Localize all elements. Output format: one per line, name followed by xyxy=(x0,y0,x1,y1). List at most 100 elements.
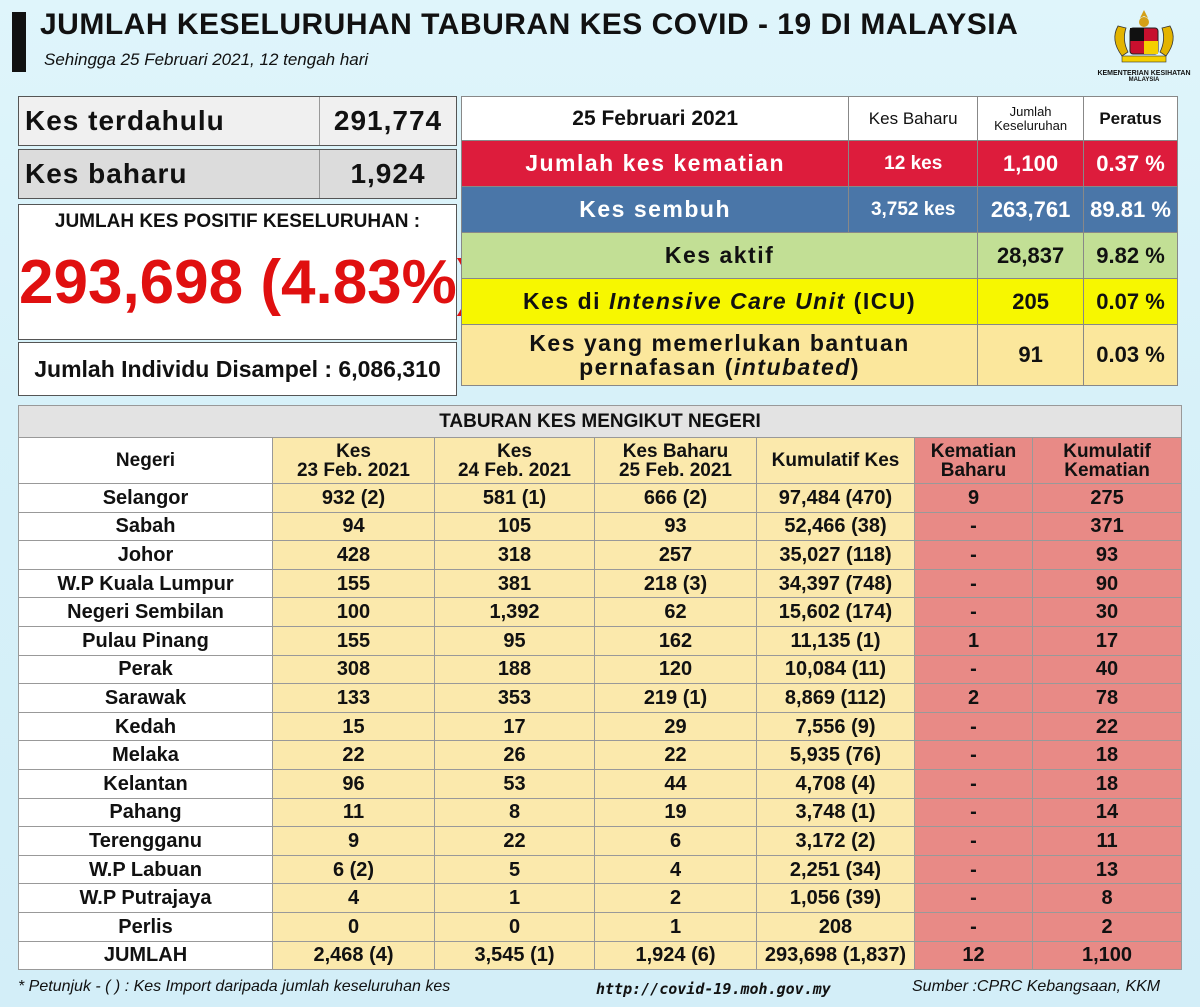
table-row: Sabah 94 105 93 52,466 (38) -371 xyxy=(18,511,1183,542)
state-name-cell: Sabah xyxy=(18,511,273,542)
sampled-individuals-box: Jumlah Individu Disampel : 6,086,310 xyxy=(18,342,457,396)
state-name-cell: W.P Putrajaya xyxy=(18,883,273,913)
table-title: TABURAN KES MENGIKUT NEGERI xyxy=(17,405,1183,438)
header-new-cases-25-feb-line1: Kes Baharu xyxy=(622,440,729,462)
cases-23-feb-cell: 100 xyxy=(272,597,435,627)
cases-24-feb-cell: 8 xyxy=(434,797,595,828)
cumulative-deaths-cell: 13 xyxy=(1031,854,1183,885)
summary-col-total-line1: Jumlah xyxy=(1009,103,1052,119)
new-cases-25-feb-cell: 219 (1) xyxy=(594,683,757,713)
intubated-total: 91 xyxy=(977,324,1085,386)
intubated-label-part4: ) xyxy=(850,354,861,380)
cases-23-feb-cell: 22 xyxy=(272,740,435,770)
cumulative-cases-cell: 34,397 (748) xyxy=(756,568,915,599)
cumulative-cases-cell: 2,251 (34) xyxy=(756,854,915,885)
cumulative-cases-cell: 4,708 (4) xyxy=(756,768,915,799)
icu-total: 205 xyxy=(977,278,1085,325)
source-website-link[interactable]: http://covid-19.moh.gov.my xyxy=(596,980,831,998)
cases-24-feb-cell: 1 xyxy=(434,883,595,913)
header-new-cases-25-feb-line2: 25 Feb. 2021 xyxy=(618,459,733,481)
cases-24-feb-cell: 26 xyxy=(434,740,595,770)
previous-cases-box: Kes terdahulu 291,774 xyxy=(18,96,457,146)
table-row: Negeri Sembilan 100 1,392 62 15,602 (174) -30 xyxy=(18,597,1183,627)
cumulative-cases-cell: 1,056 (39) xyxy=(756,883,915,913)
cumulative-cases-cell: 208 xyxy=(756,911,915,942)
cumulative-deaths-cell: 78 xyxy=(1031,683,1183,713)
cumulative-cases-cell: 11,135 (1) xyxy=(756,625,915,656)
table-row: Pahang 11 8 19 3,748 (1) -14 xyxy=(18,797,1183,828)
deaths-new: 12 kes xyxy=(848,140,979,187)
cases-24-feb-cell: 0 xyxy=(434,911,595,942)
cumulative-deaths-cell: 18 xyxy=(1031,768,1183,799)
intubated-label-italic: intubated xyxy=(733,354,851,380)
cases-23-feb-cell: 9 xyxy=(272,826,435,856)
cases-24-feb-cell: 53 xyxy=(434,768,595,799)
cumulative-deaths-cell: 14 xyxy=(1031,797,1183,828)
header-state-name: Negeri xyxy=(18,437,273,484)
cases-23-feb-cell: 155 xyxy=(272,568,435,599)
table-title-row: TABURAN KES MENGIKUT NEGERI xyxy=(17,405,1183,438)
cases-24-feb-cell: 3,545 (1) xyxy=(434,940,595,971)
new-deaths-cell: - xyxy=(914,711,1033,742)
new-cases-25-feb-cell: 162 xyxy=(594,625,757,656)
table-row: W.P Putrajaya 4 1 2 1,056 (39) -8 xyxy=(18,883,1183,913)
new-cases-25-feb-cell: 666 (2) xyxy=(594,483,757,513)
cumulative-cases-cell: 3,172 (2) xyxy=(756,826,915,856)
cumulative-cases-cell: 52,466 (38) xyxy=(756,511,915,542)
new-cases-25-feb-cell: 4 xyxy=(594,854,757,885)
coat-of-arms-icon xyxy=(1114,10,1174,63)
header-cumulative-deaths: Kumulatif Kematian xyxy=(1031,437,1183,484)
cumulative-deaths-cell: 90 xyxy=(1031,568,1183,599)
cases-23-feb-cell: 155 xyxy=(272,625,435,656)
summary-date: 25 Februari 2021 xyxy=(460,96,850,141)
header-cases-23-feb-line2: 23 Feb. 2021 xyxy=(296,459,411,481)
state-name-cell: Perak xyxy=(18,654,273,685)
table-row: Pulau Pinang 155 95 162 11,135 (1) 1 17 xyxy=(18,625,1183,656)
intubated-pct: 0.03 % xyxy=(1083,324,1178,386)
cases-23-feb-cell: 932 (2) xyxy=(272,483,435,513)
new-deaths-cell: - xyxy=(914,654,1033,685)
cases-23-feb-cell: 94 xyxy=(272,511,435,542)
cases-23-feb-cell: 0 xyxy=(272,911,435,942)
header-state-name-line1: Negeri xyxy=(115,450,176,471)
deaths-pct: 0.37 % xyxy=(1083,140,1178,187)
cases-23-feb-cell: 6 (2) xyxy=(272,854,435,885)
intubated-label-part2: pernafasan ( xyxy=(579,354,734,380)
table-row: Kelantan 96 53 44 4,708 (4) -18 xyxy=(18,768,1183,799)
state-name-cell: Sarawak xyxy=(18,683,273,713)
footnote-import-cases: * Petunjuk - ( ) : Kes Import daripada j… xyxy=(18,978,451,995)
cumulative-deaths-cell: 275 xyxy=(1031,483,1183,513)
cases-23-feb-cell: 11 xyxy=(272,797,435,828)
state-name-cell: Pahang xyxy=(18,797,273,828)
new-deaths-cell: - xyxy=(914,540,1033,570)
new-deaths-cell: - xyxy=(914,511,1033,542)
cumulative-deaths-cell: 371 xyxy=(1031,511,1183,542)
cases-24-feb-cell: 188 xyxy=(434,654,595,685)
state-name-cell: Terengganu xyxy=(18,826,273,856)
total-row: JUMLAH 2,468 (4) 3,545 (1) 1,924 (6) 293,698… xyxy=(18,940,1183,971)
cumulative-deaths-cell: 18 xyxy=(1031,740,1183,770)
cases-24-feb-cell: 1,392 xyxy=(434,597,595,627)
state-distribution-table: TABURAN KES MENGIKUT NEGERI Negeri Kes 23 … xyxy=(17,405,1183,971)
recovered-row: Kes sembuh 3,752 kes 263,761 89.81 % xyxy=(460,186,1178,233)
new-deaths-cell: - xyxy=(914,597,1033,627)
active-pct: 9.82 % xyxy=(1083,232,1178,279)
header-cumulative-cases-line1: Kumulatif Kes xyxy=(771,450,900,471)
cumulative-cases-cell: 97,484 (470) xyxy=(756,483,915,513)
icu-label: Kes di Intensive Care Unit (ICU) xyxy=(460,278,979,325)
table-row: W.P Kuala Lumpur 155 381 218 (3) 34,397 (748… xyxy=(18,568,1183,599)
new-cases-25-feb-cell: 2 xyxy=(594,883,757,913)
cases-24-feb-cell: 22 xyxy=(434,826,595,856)
cumulative-deaths-cell: 40 xyxy=(1031,654,1183,685)
header-cases-24-feb-line1: Kes xyxy=(497,440,532,462)
cases-23-feb-cell: 96 xyxy=(272,768,435,799)
icu-label-part3: (ICU) xyxy=(845,288,917,314)
new-deaths-cell: - xyxy=(914,911,1033,942)
intubated-label-line2: pernafasan (intubated) xyxy=(462,355,977,379)
total-positive-box: JUMLAH KES POSITIF KESELURUHAN : 293,698… xyxy=(18,204,477,340)
new-cases-25-feb-cell: 1 xyxy=(594,911,757,942)
table-row: Perlis 0 0 1 208-2 xyxy=(18,911,1183,942)
cumulative-deaths-cell: 8 xyxy=(1031,883,1183,913)
new-cases-box: Kes baharu 1,924 xyxy=(18,149,457,199)
icu-label-italic: Intensive Care Unit xyxy=(608,288,846,314)
